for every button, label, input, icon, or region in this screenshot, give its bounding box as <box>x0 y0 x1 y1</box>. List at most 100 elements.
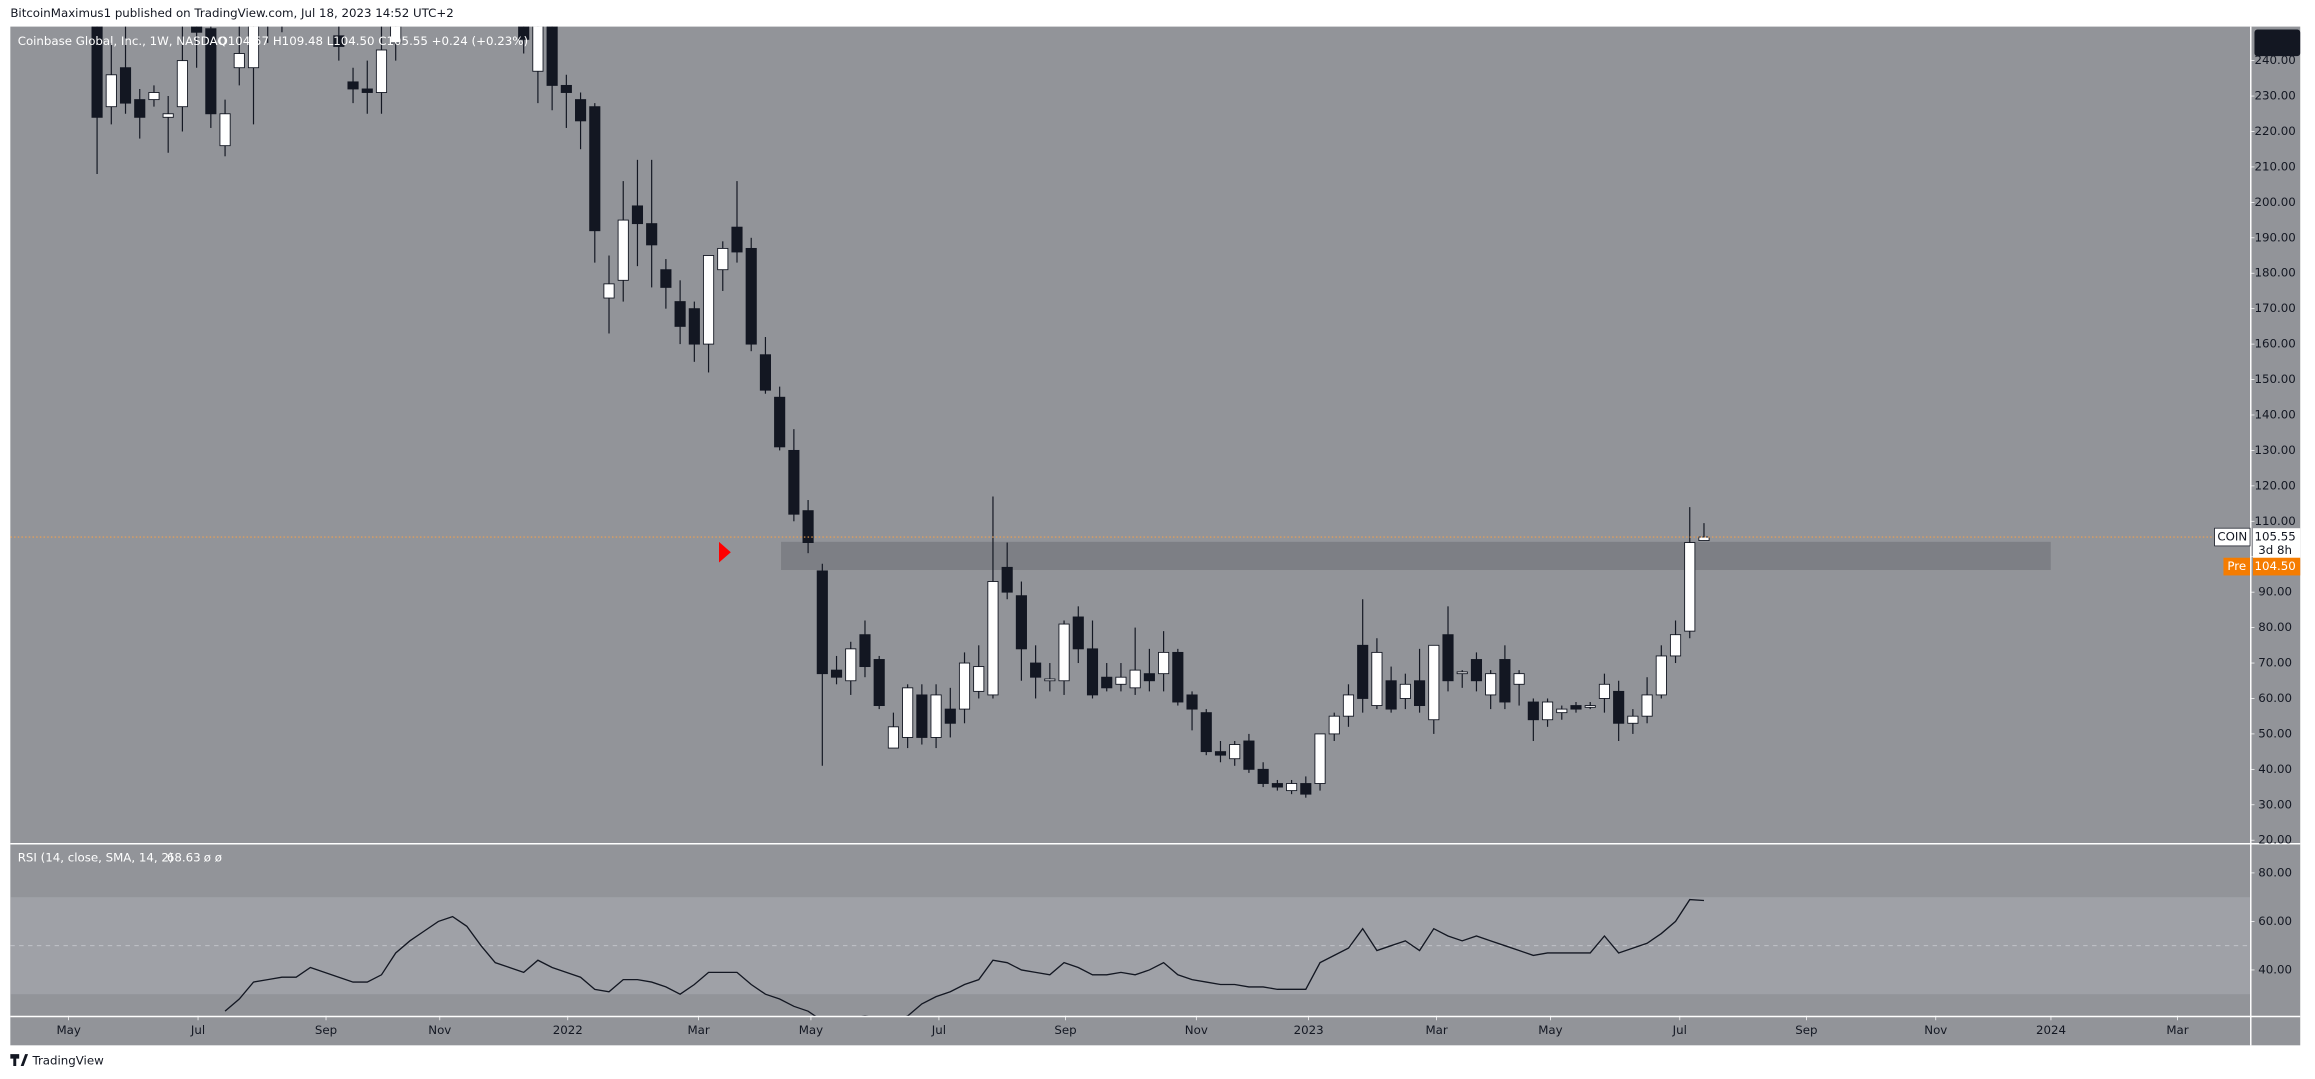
candle-body <box>162 113 174 118</box>
candle-body <box>702 255 715 345</box>
y-tick-label: 120.00 <box>2254 478 2295 492</box>
arrow-marker <box>719 541 731 563</box>
candle-body <box>1172 651 1184 703</box>
x-tick-label: Jul <box>1672 1023 1687 1037</box>
candle-body <box>1527 701 1539 721</box>
y-tick-label: 30.00 <box>2258 797 2292 811</box>
x-tick-label: Jul <box>190 1023 205 1037</box>
candle-body <box>560 84 572 93</box>
candle-body <box>1158 651 1170 675</box>
candle-body <box>973 666 985 692</box>
x-tick-label: Sep <box>315 1023 337 1037</box>
chart-area <box>10 26 2301 1046</box>
candle-body <box>1442 634 1454 682</box>
rsi-legend: RSI (14, close, SMA, 14, 2) <box>18 850 174 864</box>
rsi-pane <box>10 897 2251 1016</box>
x-tick-label: May <box>56 1023 80 1037</box>
y-tick-label: 190.00 <box>2254 230 2295 244</box>
rsi-line <box>224 898 1705 1016</box>
candle-body <box>1399 683 1411 699</box>
candle-body <box>1655 655 1667 696</box>
candle-body <box>759 354 771 391</box>
candle-body <box>205 28 217 115</box>
candle-body <box>134 99 146 118</box>
candle-body <box>1684 542 1696 632</box>
y-tick-label: 50.00 <box>2258 726 2292 740</box>
brand-logo <box>10 1054 29 1066</box>
x-tick-label: May <box>1538 1023 1562 1037</box>
x-tick-label: Mar <box>687 1023 709 1037</box>
candle-body <box>603 283 615 299</box>
x-tick-label: 2023 <box>1294 1023 1324 1037</box>
candle-body <box>375 49 388 93</box>
y-tick-label: 160.00 <box>2254 337 2295 351</box>
candle-body <box>1541 701 1554 721</box>
candle-body <box>247 26 260 69</box>
x-tick-label: Mar <box>1426 1023 1448 1037</box>
candle-body <box>646 223 658 246</box>
candle-body <box>575 99 587 122</box>
candle-body <box>660 269 672 288</box>
candle-body <box>830 669 843 678</box>
candle-body <box>802 510 814 543</box>
y-tick-label: 200.00 <box>2254 195 2295 209</box>
candle-body <box>333 35 345 47</box>
axes: 20.00 30.00 40.00 50.00 60.00 70.00 80.00 90.00… <box>56 53 2301 1037</box>
candle-body <box>1300 783 1312 795</box>
countdown-label: 3d 8h <box>2258 543 2292 557</box>
candle-body <box>1556 708 1568 714</box>
candle-body <box>361 88 373 93</box>
candle-body <box>1570 705 1582 710</box>
x-tick-label: Nov <box>428 1023 451 1037</box>
x-tick-label: Nov <box>1924 1023 1947 1037</box>
candle-body <box>958 662 971 710</box>
candle-body <box>1357 644 1369 699</box>
candle-body <box>219 113 231 147</box>
premarket-price: 104.50 <box>2254 559 2295 573</box>
candle-body <box>1271 783 1283 788</box>
last-price-label: 105.55 <box>2254 530 2295 544</box>
candle-body <box>1342 694 1355 717</box>
candle-body <box>1669 634 1682 657</box>
candle-body <box>774 396 786 448</box>
candle-body <box>1286 783 1298 792</box>
brand-footer: TradingView <box>31 1053 104 1067</box>
rsi-y-tick-label: 60.00 <box>2258 914 2292 928</box>
candle-body <box>347 81 359 90</box>
candle-body <box>930 694 942 738</box>
premarket-tag: Pre <box>2227 559 2246 573</box>
candle-body <box>1513 673 1525 685</box>
candle-body <box>731 226 743 253</box>
candle-body <box>390 26 402 44</box>
candle-body <box>176 60 188 108</box>
y-tick-label: 80.00 <box>2258 620 2292 634</box>
candle-body <box>1143 673 1155 682</box>
candle-body <box>1499 659 1511 703</box>
candle-body <box>1001 566 1013 593</box>
candle-body <box>631 205 644 225</box>
candle-body <box>1086 648 1099 696</box>
last-price-box <box>2252 528 2301 560</box>
candle-body <box>1328 715 1340 735</box>
candle-body <box>546 26 558 86</box>
candle-body <box>1584 705 1596 708</box>
candle-body <box>1015 595 1027 650</box>
y-tick-label: 90.00 <box>2258 585 2292 599</box>
y-tick-label: 130.00 <box>2254 443 2295 457</box>
x-tick-label: Nov <box>1185 1023 1208 1037</box>
candle-body <box>987 581 999 696</box>
rsi-extra: ø ø <box>204 850 222 864</box>
candle-body <box>1314 733 1326 784</box>
y-tick-label: 170.00 <box>2254 301 2295 315</box>
candle-body <box>1371 651 1383 706</box>
x-tick-label: 2024 <box>2036 1023 2066 1037</box>
toolbar-box[interactable] <box>2254 29 2301 57</box>
candle-body <box>518 26 530 40</box>
candle-body <box>91 26 103 118</box>
candle-body <box>902 687 914 738</box>
candle-body <box>1030 662 1042 678</box>
candle-body <box>1257 768 1269 784</box>
candle-body <box>859 634 871 668</box>
